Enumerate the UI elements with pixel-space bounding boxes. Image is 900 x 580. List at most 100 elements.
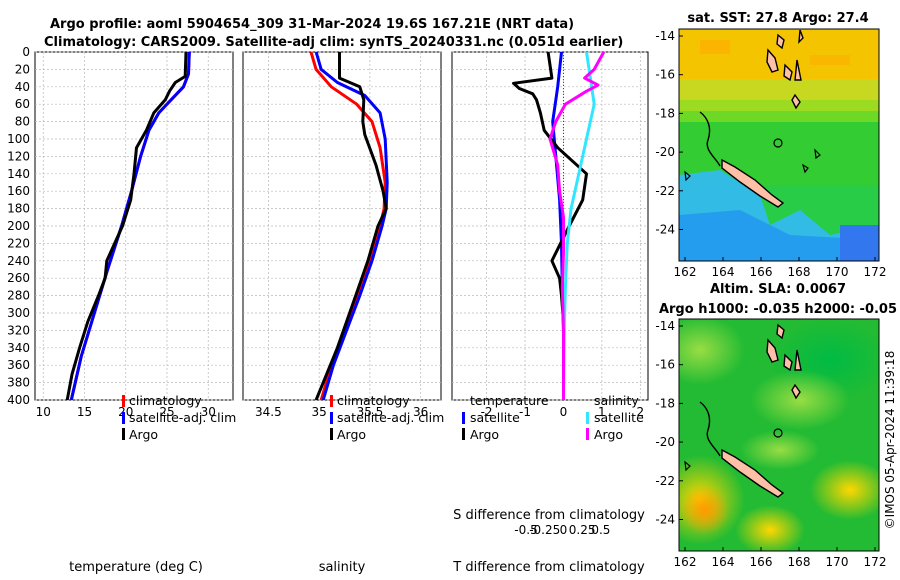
legend-swatch-s-argo [586,428,589,440]
difference-salinity-satellite-line [562,52,596,400]
depth-tick-label: 280 [7,289,30,303]
sla-map-lon-label: 172 [864,555,887,569]
depth-tick-label: 360 [7,358,30,372]
legend-header-salinity: salinity [594,393,639,408]
salinity-satellite-adj.-clim-line [314,52,389,400]
salinity-series-group [309,52,389,400]
depth-tick-label: 380 [7,376,30,390]
tdiff-xlabel: T difference from climatology [452,560,645,575]
sst-map-lat-label: -16 [655,68,675,82]
sla-map-lat-label: -22 [655,474,675,488]
temperature-tick-label: 25 [159,405,174,419]
depth-tick-label: 140 [7,167,30,181]
depth-tick-label: 340 [7,341,30,355]
sla-map-lon-label: 164 [712,555,735,569]
legend-swatch-argo [330,428,333,440]
sst-map-lat-label: -22 [655,184,675,198]
sst-map-lat-label: -24 [655,223,675,237]
temperature-series-group [65,52,191,400]
temperature-tick-label: 15 [77,405,92,419]
salinity-tick-label: 35.5 [357,405,384,419]
legend-swatch-argo [122,428,125,440]
sst-map-lat-label: -18 [655,106,675,120]
legend-swatch-climatology [330,395,333,407]
legend-label-climatology: climatology [337,393,410,408]
legend-label-satellite: satellite-adj. clim [337,410,444,425]
legend-label-s-satellite: satellite [594,410,644,425]
difference-tick-label: -1 [519,405,531,419]
depth-tick-label: 40 [15,80,30,94]
salinity-xlabel: salinity [319,560,366,575]
grid-layer [35,51,648,401]
salinity-legend: climatology satellite-adj. clim Argo [330,393,444,442]
temperature-satellite-adj.-clim-line [69,52,191,400]
figure-title-line1: Argo profile: aoml 5904654_309 31-Mar-20… [50,17,574,32]
difference-legend: temperature salinity satellite Argo sate… [462,393,644,442]
sla-map-lon-label: 168 [788,555,811,569]
depth-tick-label: 160 [7,184,30,198]
map-tick-layer: 162 164 166 168 170 172 -14 -16 -18 -20 -22 -24 162 1… [655,29,886,569]
depth-tick-label: 240 [7,254,30,268]
sdiff-tick-label: 0 [560,523,568,537]
sla-map [679,319,879,551]
temperature-tick-label: 30 [201,405,216,419]
depth-tick-label: 220 [7,236,30,250]
sla-map-lat-label: -20 [655,435,675,449]
sst-map-lon-label: 170 [826,265,849,279]
salinity-tick-label: 36 [413,405,428,419]
legend-swatch-satellite [330,412,333,424]
depth-tick-label: 60 [15,97,30,111]
sla-map-lon-label: 166 [750,555,773,569]
depth-tick-label: 0 [22,45,30,59]
salinity-tick-label: 35 [312,405,327,419]
sla-map-lon-label: 162 [674,555,697,569]
sla-map-frame [678,318,880,552]
sdiff-xlabel: S difference from climatology [453,508,645,523]
sdiff-tick-label: -0.25 [529,523,560,537]
difference-tick-label: 2 [636,405,644,419]
legend-swatch-t-argo [462,428,465,440]
salinity-tick-label: 34.5 [255,405,282,419]
depth-tick-label: 180 [7,202,30,216]
depth-tick-label: 300 [7,306,30,320]
depth-tick-label: 80 [15,115,30,129]
legend-swatch-climatology [122,395,125,407]
sdiff-tick-label: 0.5 [591,523,610,537]
sst-map-lat-label: -14 [655,29,675,43]
temperature-tick-label: 20 [118,405,133,419]
temperature-tick-label: 10 [36,405,51,419]
figure-title-line2: Climatology: CARS2009. Satellite-adj cli… [44,35,623,50]
sla-map-subtitle: Argo h1000: -0.035 h2000: -0.05 [659,302,897,317]
depth-tick-label: 200 [7,219,30,233]
sst-map [679,29,879,261]
sst-map-lat-label: -20 [655,145,675,159]
legend-label-argo: Argo [337,427,366,442]
sst-map-lon-label: 162 [674,265,697,279]
tick-layer: 0204060801001201401601802002202402602803… [7,45,644,537]
temperature-legend: climatology satellite-adj. clim Argo [122,393,236,442]
sst-map-lon-label: 172 [864,265,887,279]
depth-tick-label: 20 [15,62,30,76]
legend-swatch-t-satellite [462,412,465,424]
legend-label-t-satellite: satellite [470,410,520,425]
depth-tick-label: 320 [7,323,30,337]
sla-map-lat-label: -16 [655,358,675,372]
difference-tick-label: -2 [481,405,493,419]
difference-salinity-argo-line [548,52,606,400]
salinity-argo-line [314,52,388,400]
depth-tick-label: 260 [7,271,30,285]
legend-swatch-satellite [122,412,125,424]
sst-map-lon-label: 166 [750,265,773,279]
line-layer [65,52,606,400]
sdiff-tick-label: -0.5 [514,523,537,537]
sla-map-lat-label: -14 [655,319,675,333]
depth-tick-label: 100 [7,132,30,146]
sla-map-title: Altim. SLA: 0.0067 [710,282,846,297]
sst-map-lon-label: 164 [712,265,735,279]
sst-map-title: sat. SST: 27.8 Argo: 27.4 [687,11,868,26]
legend-label-argo: Argo [129,427,158,442]
sst-map-lon-label: 168 [788,265,811,279]
legend-label-t-argo: Argo [470,427,499,442]
sst-map-frame [678,28,880,262]
